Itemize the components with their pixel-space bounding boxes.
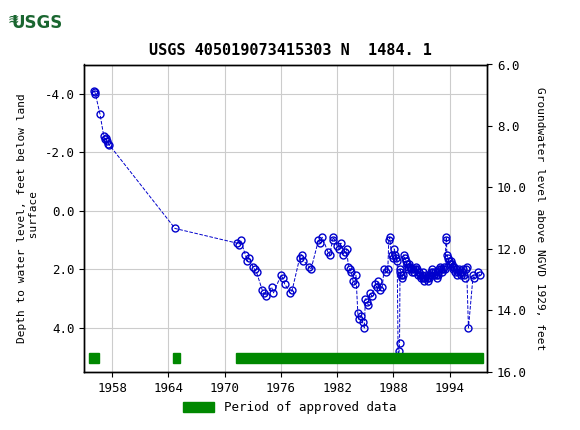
Text: USGS: USGS [12,14,63,31]
Bar [173,353,180,363]
Text: ≋: ≋ [8,13,19,28]
Bar [236,353,483,363]
Bar [89,353,99,363]
Y-axis label: Groundwater level above NGVD 1929, feet: Groundwater level above NGVD 1929, feet [535,86,545,350]
Text: USGS 405019073415303 N  1484. 1: USGS 405019073415303 N 1484. 1 [148,43,432,58]
Legend: Period of approved data: Period of approved data [178,396,402,419]
Y-axis label: Depth to water level, feet below land
 surface: Depth to water level, feet below land su… [17,93,39,343]
Bar [6,4,75,41]
